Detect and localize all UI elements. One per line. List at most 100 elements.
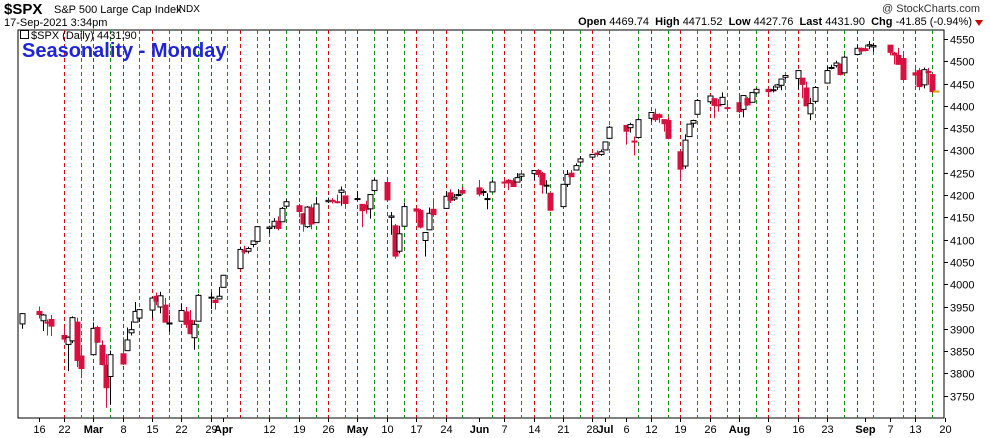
candle [329,198,336,204]
candle-body [770,89,777,92]
x-tick-label: 15 [146,424,158,436]
candle [715,99,722,112]
candle-body [254,226,261,242]
candle [921,67,928,89]
candle [245,246,252,254]
candle [388,211,395,235]
candle [384,178,391,201]
candle [191,320,198,350]
candle [929,73,940,94]
candle-body [812,87,819,102]
candle-body [916,70,923,88]
x-tick-label: 12 [263,424,275,436]
candle-body [862,48,869,52]
copyright-label[interactable]: @ StockCharts.com [882,3,980,15]
candle-body [623,124,630,132]
candle-body [677,151,684,170]
candle-body [778,78,785,86]
candle-body [329,199,336,202]
candle-body [296,205,303,213]
low-label: Low [728,16,751,28]
candle [36,306,43,319]
candle [598,149,605,156]
candle-body [279,207,286,223]
candle-body [753,88,760,94]
x-tick-label: 21 [557,424,569,436]
candle-body [208,296,215,299]
candle [334,194,341,204]
candle [694,99,701,115]
candle-body [543,184,550,187]
high-label: High [655,16,680,28]
x-tick-label: 16 [792,424,804,436]
candle-body [338,189,345,193]
candle [74,317,81,368]
y-tick-label: 4150 [950,213,974,225]
date-label: 17-Sep-2021 3:34pm [4,17,108,29]
candle-body [921,69,928,86]
candle [841,55,848,74]
candle-body [824,70,831,84]
candle-body [505,179,512,184]
candle-body [354,198,361,201]
candle [828,64,835,70]
candle [916,67,923,91]
candle [489,180,496,193]
candle [283,199,290,208]
x-tick-label: 19 [293,424,305,436]
candle [94,325,101,344]
candle [480,189,487,196]
candle [367,194,374,219]
x-tick-label: 26 [704,424,716,436]
candle-body [166,322,173,325]
candle-body [275,220,282,229]
candle-body [656,114,663,118]
candle-body [711,98,718,106]
x-tick-label: 23 [821,424,833,436]
candle [770,85,777,93]
low-value: 4427.76 [753,16,794,28]
x-tick-label: 22 [175,424,187,436]
candle-body [183,311,190,325]
candle [69,316,76,344]
candle-body [48,318,55,327]
candle-body [94,326,101,343]
candle [711,98,718,119]
candle-body [212,299,219,303]
candle-body [724,107,731,110]
candle-body [765,88,772,93]
candle [510,178,517,188]
y-tick-label: 4550 [950,35,974,47]
candle [40,314,47,332]
candle [422,231,429,257]
x-tick-label: 12 [645,424,657,436]
candle [162,298,169,323]
candle [627,122,634,133]
x-tick-label: 26 [322,424,334,436]
candle [824,66,831,84]
legend-swatch [20,30,29,39]
candle [799,77,806,99]
candle [99,340,106,366]
candle [568,170,575,178]
candle [195,294,202,322]
candle [744,96,751,106]
x-tick-label: Apr [214,424,234,436]
candle-body [749,91,756,103]
high-value: 4471.52 [682,16,723,28]
candle-body [900,58,907,81]
candle [401,202,408,227]
candle-body [388,215,395,218]
candle-body [925,70,932,74]
candle-body [606,126,613,139]
candle-body [807,103,814,115]
x-tick-label: 7 [887,424,893,436]
candle [862,44,869,52]
x-tick-label: 13 [909,424,921,436]
candle-body [19,313,26,325]
candle-body [342,195,349,204]
candle-body [480,190,487,193]
candle [518,173,525,181]
candle [547,192,554,212]
candle-body [539,173,546,186]
